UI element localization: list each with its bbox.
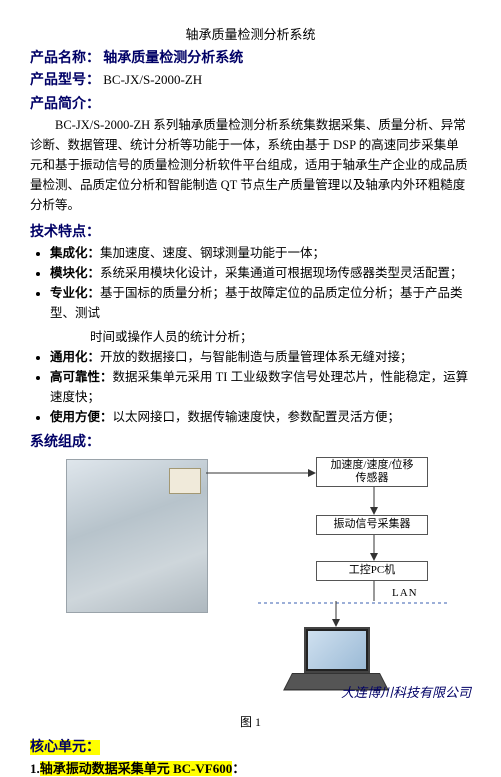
feature-desc: 开放的数据接口，与智能制造与质量管理体系无缝对接； [100, 350, 413, 364]
lan-line [258, 601, 448, 605]
footer-company: 大连博川科技有限公司 [341, 682, 471, 701]
page: 轴承质量检测分析系统 产品名称： 轴承质量检测分析系统 产品型号： BC-JX/… [0, 0, 501, 711]
pc-monitor-icon [304, 627, 370, 673]
intro-text: BC-JX/S-2000-ZH 系列轴承质量检测分析系统集数据采集、质量分析、异… [30, 115, 471, 215]
feature-desc: 以太网接口，数据传输速度快，参数配置灵活方便； [113, 410, 401, 424]
arrow-machine-to-sensor [206, 465, 316, 481]
feature-item: 使用方便：以太网接口，数据传输速度快，参数配置灵活方便； [50, 407, 471, 427]
arrow-sensor-to-daq [366, 487, 382, 515]
feature-name: 专业化： [50, 286, 100, 300]
arrow-lan-to-pc [328, 601, 344, 627]
core-item-index: 1. [30, 761, 40, 776]
feature-name: 通用化： [50, 350, 100, 364]
machine-image [66, 459, 208, 613]
feature-list-cont: 通用化：开放的数据接口，与智能制造与质量管理体系无缝对接； 高可靠性：数据采集单… [30, 347, 471, 427]
product-name-value: 轴承质量检测分析系统 [103, 51, 243, 66]
sensor-box-label: 加速度/速度/位移 传感器 [330, 459, 413, 485]
feature-name: 集成化： [50, 246, 100, 260]
lan-label: LAN [392, 587, 418, 599]
core-unit-title: 核心单元： [30, 740, 100, 755]
product-name-label: 产品名称： [30, 51, 100, 66]
feature-item: 模块化：系统采用模块化设计，采集通道可根据现场传感器类型灵活配置； [50, 263, 471, 283]
product-name-row: 产品名称： 轴承质量检测分析系统 [30, 47, 471, 67]
core-unit-row: 核心单元： [30, 736, 471, 756]
daq-box: 振动信号采集器 [316, 515, 428, 535]
figure-caption: 图 1 [30, 713, 471, 730]
pc-image [292, 627, 378, 689]
ipc-box: 工控PC机 [316, 561, 428, 581]
feature-list: 集成化：集加速度、速度、钢球测量功能于一体； 模块化：系统采用模块化设计，采集通… [30, 243, 471, 323]
daq-box-label: 振动信号采集器 [334, 518, 411, 531]
feature-item: 通用化：开放的数据接口，与智能制造与质量管理体系无缝对接； [50, 347, 471, 367]
intro-label: 产品简介： [30, 93, 471, 113]
sensor-box: 加速度/速度/位移 传感器 [316, 457, 428, 487]
system-diagram: 加速度/速度/位移 传感器 振动信号采集器 工控PC机 LAN [30, 453, 471, 713]
feature-name: 使用方便： [50, 410, 113, 424]
feature-desc: 基于国标的质量分析；基于故障定位的品质定位分析；基于产品类型、测试 [50, 286, 463, 320]
tech-label: 技术特点： [30, 221, 471, 241]
document-title: 轴承质量检测分析系统 [30, 24, 471, 43]
core-item-colon: ： [232, 761, 245, 776]
product-model-label: 产品型号： [30, 73, 100, 88]
feature-name: 模块化： [50, 266, 100, 280]
feature-item: 集成化：集加速度、速度、钢球测量功能于一体； [50, 243, 471, 263]
feature-item: 高可靠性：数据采集单元采用 TI 工业级数字信号处理芯片，性能稳定，运算速度快； [50, 367, 471, 407]
system-label: 系统组成： [30, 431, 471, 451]
feature-desc: 数据采集单元采用 TI 工业级数字信号处理芯片，性能稳定，运算速度快； [50, 370, 468, 404]
feature-desc: 系统采用模块化设计，采集通道可根据现场传感器类型灵活配置； [100, 266, 463, 280]
arrow-ipc-down [366, 581, 382, 601]
core-item-row: 1.轴承振动数据采集单元 BC-VF600： [30, 758, 471, 777]
feature-name: 高可靠性： [50, 370, 113, 384]
feature-item: 专业化：基于国标的质量分析；基于故障定位的品质定位分析；基于产品类型、测试 [50, 283, 471, 323]
core-item-text: 轴承振动数据采集单元 BC-VF600 [40, 761, 232, 776]
feature-desc: 集加速度、速度、钢球测量功能于一体； [100, 246, 325, 260]
feature-desc-cont: 时间或操作人员的统计分析； [90, 327, 471, 347]
arrow-daq-to-ipc [366, 535, 382, 561]
ipc-box-label: 工控PC机 [349, 564, 395, 577]
product-model-value: BC-JX/S-2000-ZH [103, 72, 202, 87]
product-model-row: 产品型号： BC-JX/S-2000-ZH [30, 69, 471, 89]
